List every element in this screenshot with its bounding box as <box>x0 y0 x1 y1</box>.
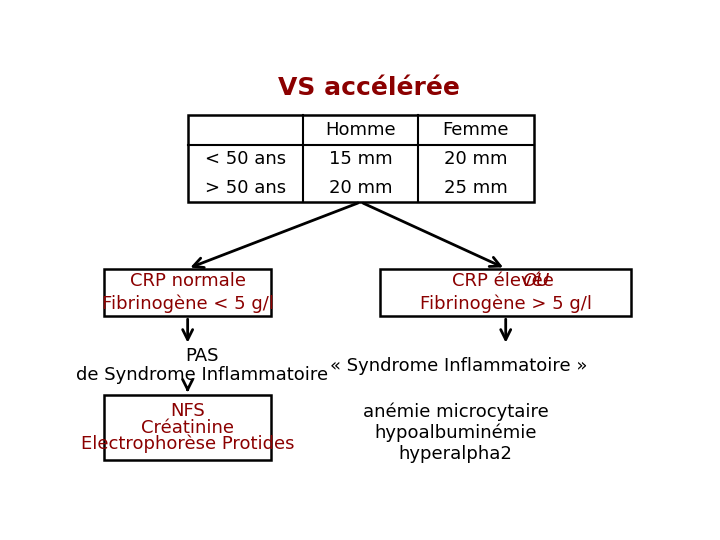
Text: 20 mm: 20 mm <box>329 179 392 197</box>
Bar <box>104 395 271 460</box>
Text: de Syndrome Inflammatoire: de Syndrome Inflammatoire <box>76 366 328 383</box>
Text: Fibrinogène < 5 g/l: Fibrinogène < 5 g/l <box>102 294 274 313</box>
Text: 15 mm: 15 mm <box>329 151 392 168</box>
Text: anémie microcytaire
hypoalbuminémie
hyperalpha2: anémie microcytaire hypoalbuminémie hype… <box>363 402 549 463</box>
Text: Homme: Homme <box>325 121 396 139</box>
Text: Créatinine: Créatinine <box>141 418 234 436</box>
Text: NFS: NFS <box>170 402 205 420</box>
Bar <box>104 268 271 316</box>
Text: 25 mm: 25 mm <box>444 179 508 197</box>
Text: VS accélérée: VS accélérée <box>278 76 460 100</box>
Text: Fibrinogène > 5 g/l: Fibrinogène > 5 g/l <box>420 294 592 313</box>
Text: PAS: PAS <box>185 347 218 365</box>
Bar <box>380 268 631 316</box>
Text: « Syndrome Inflammatoire »: « Syndrome Inflammatoire » <box>330 357 587 375</box>
Text: < 50 ans: < 50 ans <box>204 151 286 168</box>
Text: 20 mm: 20 mm <box>444 151 508 168</box>
Text: Femme: Femme <box>443 121 509 139</box>
Text: OU: OU <box>523 272 550 290</box>
Text: Electrophorèse Protides: Electrophorèse Protides <box>81 435 294 454</box>
Text: CRP élevée: CRP élevée <box>452 272 559 290</box>
Text: CRP normale: CRP normale <box>130 272 246 290</box>
Bar <box>188 114 534 202</box>
Text: > 50 ans: > 50 ans <box>204 179 286 197</box>
